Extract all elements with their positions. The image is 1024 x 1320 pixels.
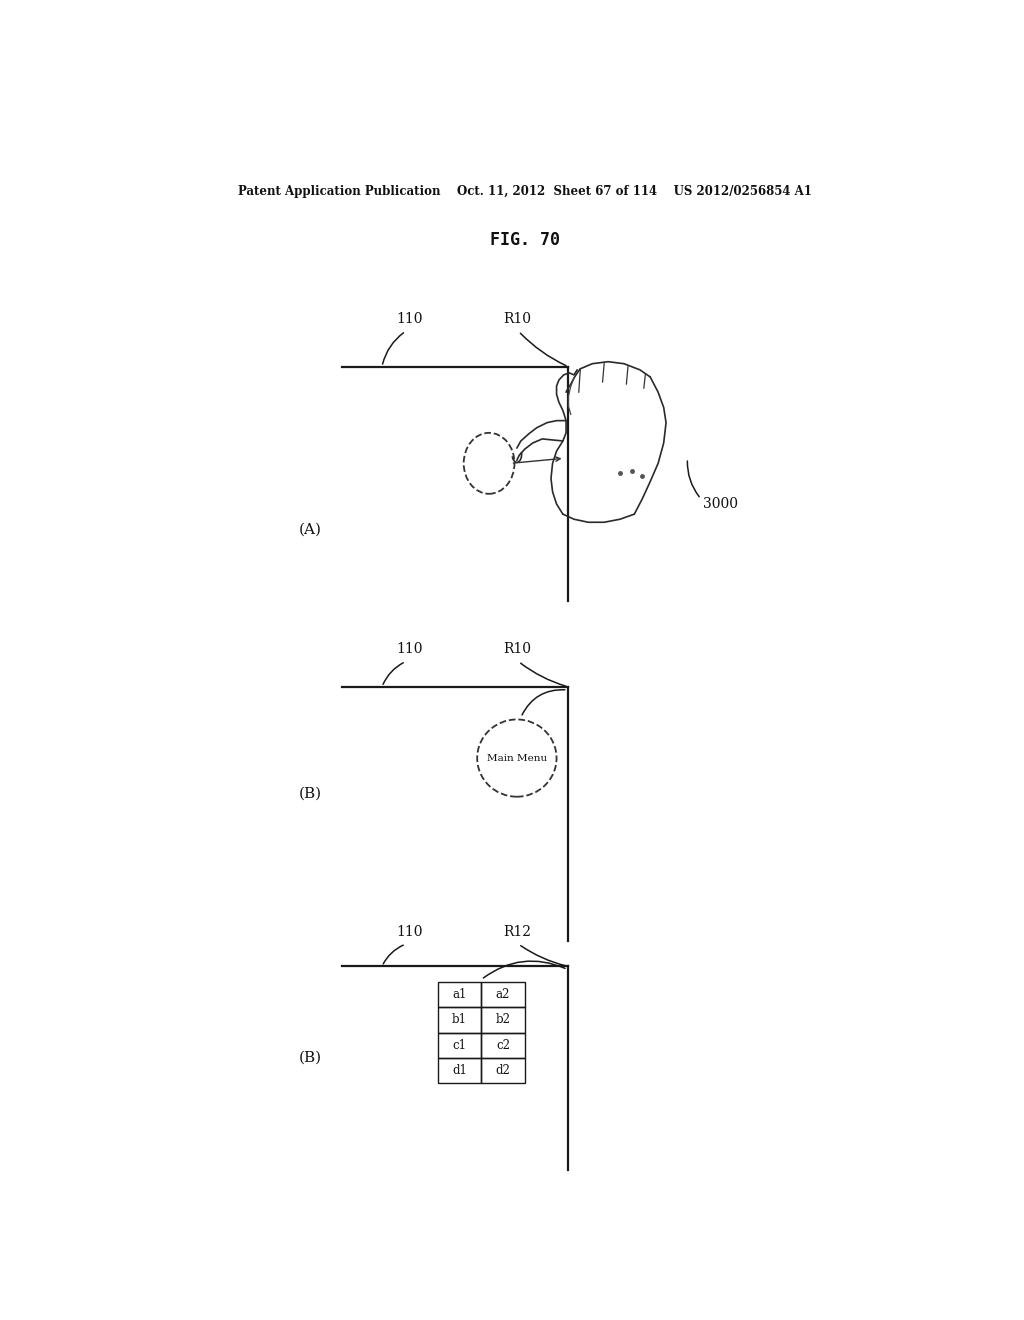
Bar: [437, 1057, 481, 1084]
Text: (A): (A): [299, 523, 322, 536]
Text: Patent Application Publication    Oct. 11, 2012  Sheet 67 of 114    US 2012/0256: Patent Application Publication Oct. 11, …: [238, 185, 812, 198]
Bar: [481, 982, 525, 1007]
Bar: [481, 1032, 525, 1057]
Text: 110: 110: [396, 925, 423, 939]
Text: R10: R10: [503, 312, 530, 326]
Bar: [437, 1032, 481, 1057]
Text: d1: d1: [452, 1064, 467, 1077]
Text: d2: d2: [496, 1064, 510, 1077]
Text: a2: a2: [496, 987, 510, 1001]
Text: c2: c2: [496, 1039, 510, 1052]
Bar: [481, 1007, 525, 1032]
Text: R10: R10: [503, 643, 530, 656]
Text: a1: a1: [453, 987, 467, 1001]
Bar: [481, 1057, 525, 1084]
Text: b2: b2: [496, 1014, 511, 1026]
Text: R12: R12: [503, 925, 530, 939]
Text: b1: b1: [452, 1014, 467, 1026]
Text: Main Menu: Main Menu: [486, 754, 547, 763]
Text: 3000: 3000: [703, 496, 738, 511]
Bar: [437, 1007, 481, 1032]
Text: 110: 110: [396, 312, 423, 326]
Text: 110: 110: [396, 643, 423, 656]
Text: FIG. 70: FIG. 70: [489, 231, 560, 248]
Text: (B): (B): [299, 787, 323, 801]
Bar: [437, 982, 481, 1007]
Text: c1: c1: [453, 1039, 466, 1052]
Text: (B): (B): [299, 1051, 323, 1065]
